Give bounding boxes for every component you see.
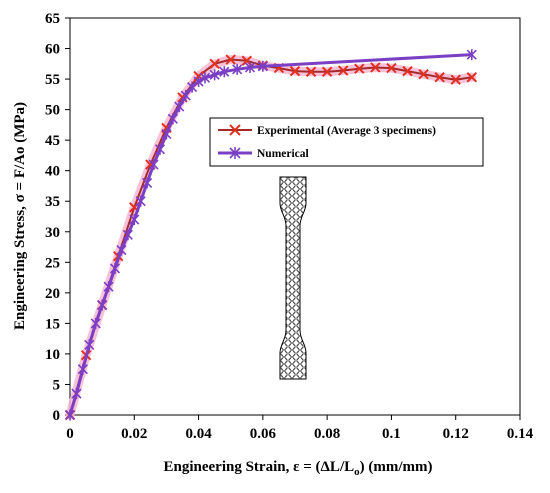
data-point-numerical <box>232 63 243 75</box>
data-point-numerical <box>466 49 477 61</box>
data-point-numerical <box>122 229 133 241</box>
legend-box <box>209 117 484 167</box>
y-tick-label: 50 <box>45 103 60 119</box>
y-tick-label: 20 <box>45 286 60 302</box>
y-tick-label: 60 <box>45 42 60 58</box>
x-tick-label: 0.12 <box>443 426 469 442</box>
x-tick-label: 0.1 <box>382 426 401 442</box>
data-point-numerical <box>109 262 121 274</box>
y-tick-label: 25 <box>45 255 60 271</box>
data-point-numerical <box>209 69 220 81</box>
data-point-experimental <box>289 65 301 77</box>
x-tick-label: 0.06 <box>250 426 277 442</box>
legend-label-numerical: Numerical <box>257 148 309 160</box>
data-point-numerical <box>180 90 191 102</box>
data-point-experimental <box>466 72 477 83</box>
x-axis-title: Engineering Strain, ε = (ΔL/Lo) (mm/mm) <box>163 459 432 478</box>
legend: Experimental (Average 3 specimens) Numer… <box>209 117 484 167</box>
x-axis-title-tail: ) (mm/mm) <box>360 459 433 475</box>
series-line-numerical <box>68 53 472 416</box>
y-tick-label: 10 <box>45 347 60 363</box>
data-point-numerical <box>174 101 185 113</box>
x-tick-label: 0 <box>66 426 74 442</box>
data-point-experimental <box>402 65 413 77</box>
x-tick-label: 0.08 <box>314 426 340 442</box>
x-tick-label: 0.02 <box>121 426 147 442</box>
y-axis: 0 5 10 15 20 25 30 35 40 45 50 55 60 65 <box>45 11 70 424</box>
data-point-numerical <box>116 244 127 256</box>
data-point-experimental <box>450 74 461 85</box>
data-point-numerical <box>71 388 82 400</box>
data-point-numerical <box>142 177 153 189</box>
y-axis-title: Engineering Stress, σ = F/Ao (MPa) <box>12 102 28 330</box>
legend-marker-experimental <box>229 124 241 136</box>
data-point-experimental <box>209 58 220 70</box>
x-tick-label: 0.14 <box>507 426 534 442</box>
data-point-experimental <box>434 72 445 83</box>
y-tick-label: 30 <box>45 225 60 241</box>
data-point-numerical <box>161 128 172 140</box>
y-tick-label: 45 <box>45 133 60 149</box>
data-point-numerical <box>244 61 256 73</box>
y-tick-label: 0 <box>53 408 61 424</box>
y-tick-label: 40 <box>45 164 60 180</box>
data-point-experimental <box>418 68 429 80</box>
y-tick-label: 65 <box>45 11 60 27</box>
legend-marker-numerical <box>229 147 241 159</box>
data-point-experimental <box>338 65 349 76</box>
data-point-numerical <box>135 195 146 207</box>
data-point-experimental <box>321 66 333 77</box>
y-tick-label: 35 <box>45 194 60 210</box>
data-point-numerical <box>84 339 95 351</box>
x-axis-title-subscript: o <box>354 466 360 478</box>
data-point-numerical <box>77 363 88 375</box>
x-axis: 0 0.02 0.04 0.06 0.08 0.1 0.12 0.14 <box>66 415 534 442</box>
data-point-experimental <box>370 62 381 73</box>
data-point-numerical <box>193 76 204 88</box>
data-point-experimental <box>386 62 397 74</box>
legend-label-experimental: Experimental (Average 3 specimens) <box>257 125 436 137</box>
series-layer <box>64 49 477 421</box>
x-axis-title-main: Engineering Strain, ε = (ΔL/L <box>163 459 354 475</box>
data-point-experimental <box>225 54 236 65</box>
data-point-numerical <box>129 214 140 226</box>
data-point-numerical <box>167 113 178 125</box>
data-point-numerical <box>97 299 108 311</box>
y-tick-label: 15 <box>45 316 60 332</box>
data-point-numerical <box>103 281 114 293</box>
data-point-experimental <box>305 66 317 77</box>
y-tick-label: 55 <box>45 72 60 88</box>
data-point-numerical <box>90 317 101 329</box>
data-point-numerical <box>148 159 159 171</box>
specimen-mesh-image <box>279 176 307 380</box>
data-point-experimental <box>354 63 365 74</box>
data-point-numerical <box>219 66 230 78</box>
y-tick-label: 5 <box>53 377 61 393</box>
data-point-numerical <box>64 409 76 421</box>
x-tick-label: 0.04 <box>185 426 212 442</box>
data-point-numerical <box>199 72 211 84</box>
data-point-numerical <box>154 143 166 155</box>
data-point-numerical <box>257 60 268 72</box>
